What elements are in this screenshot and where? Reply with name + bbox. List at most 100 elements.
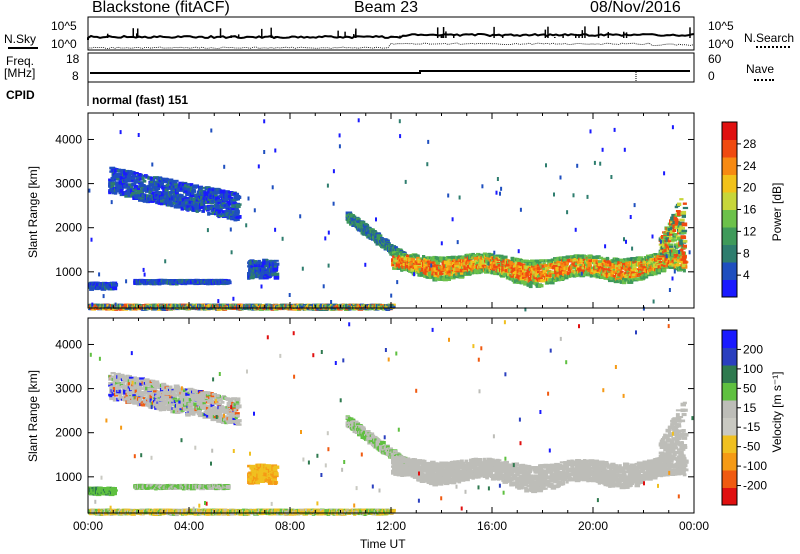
data-cell [265,259,269,262]
data-cell [138,173,142,177]
data-cell [126,175,131,179]
data-cell [262,264,266,268]
data-cell [447,256,451,259]
data-cell [118,180,123,185]
nave-label: Nave [746,62,775,76]
data-cell [127,193,132,197]
data-cell [173,183,179,186]
freq-lo-tick: 8 [72,69,79,83]
date-title: 08/Nov/2016 [590,0,681,16]
data-cell [128,187,133,191]
data-cell [198,306,202,311]
data-cell [269,274,274,277]
data-cell [116,178,122,181]
data-cell [124,181,128,184]
data-cell [112,286,118,291]
data-cell [249,261,254,266]
nsky-panel [87,16,695,51]
data-cell [450,256,455,259]
nsky-legend-line [8,47,38,49]
data-cell [110,176,114,181]
data-cell [231,207,236,210]
data-cell [235,212,240,216]
data-cell [250,271,255,276]
data-cell [119,176,124,180]
data-cell [119,188,124,193]
data-cell [112,179,116,182]
left-lo-tick: 10^0 [51,37,77,51]
data-cell [109,187,115,191]
data-cell [117,172,123,175]
nsky-label: N.Sky [4,32,37,46]
nsearch-legend-line [756,46,790,48]
data-cell [125,172,129,176]
data-cell [159,202,164,206]
nave-legend-line [754,79,774,81]
freq-hi-tick: 18 [66,52,80,66]
data-cell [124,194,131,198]
data-cell [118,174,122,178]
data-cell [96,303,101,307]
data-cell [266,275,272,278]
data-cell [257,262,262,265]
data-cell [122,177,126,181]
data-cell [108,190,112,195]
data-cell [264,272,271,276]
data-cell [254,268,259,271]
data-cell [191,194,195,198]
freq-label: Freq. [6,54,35,68]
data-cell [389,305,396,308]
nsearch-label: N.Search [744,31,795,45]
data-cell [257,267,262,270]
cpid-value: normal (fast) 151 [92,93,189,107]
data-cell [273,269,279,271]
data-cell [127,185,132,189]
data-cell [266,268,271,273]
data-cell [112,282,116,285]
data-cell [89,287,95,291]
freq-unit: [MHz] [4,66,36,80]
data-cell [142,179,147,183]
data-cell [273,272,280,276]
data-cell [258,271,263,275]
data-cell [389,304,394,307]
data-cell [235,204,241,208]
data-cell [125,178,131,182]
cpid-label: CPID [6,88,35,102]
data-cell [235,195,242,199]
right-lo-tick: 10^0 [708,37,734,51]
data-cell [261,273,266,277]
data-cell [125,191,132,195]
beam-title: Beam 23 [354,0,419,16]
data-cell [273,259,279,262]
data-cell [273,276,280,280]
data-cell [197,209,202,212]
data-cell [273,265,277,268]
data-cell [273,262,280,266]
data-cell [126,189,131,193]
data-cell [124,186,130,189]
data-cell [192,188,196,193]
data-cell [271,260,275,264]
right-hi-tick: 10^5 [708,19,734,33]
data-cell [259,262,264,266]
data-cell [118,191,123,195]
data-cell [151,178,155,181]
nave-hi-tick: 60 [708,52,722,66]
nave-lo-tick: 0 [708,69,715,83]
data-cell [235,192,239,196]
station-title: Blackstone (fitACF) [92,0,230,16]
data-cell [218,209,222,214]
freq-panel [87,52,695,83]
data-cell [130,185,134,188]
data-cell [110,182,117,186]
data-cell [115,181,121,185]
data-cell [199,186,203,189]
data-cell [113,192,118,195]
data-cell [123,172,127,177]
data-cell [225,280,232,283]
data-cell [110,185,115,188]
data-cell [250,275,255,279]
